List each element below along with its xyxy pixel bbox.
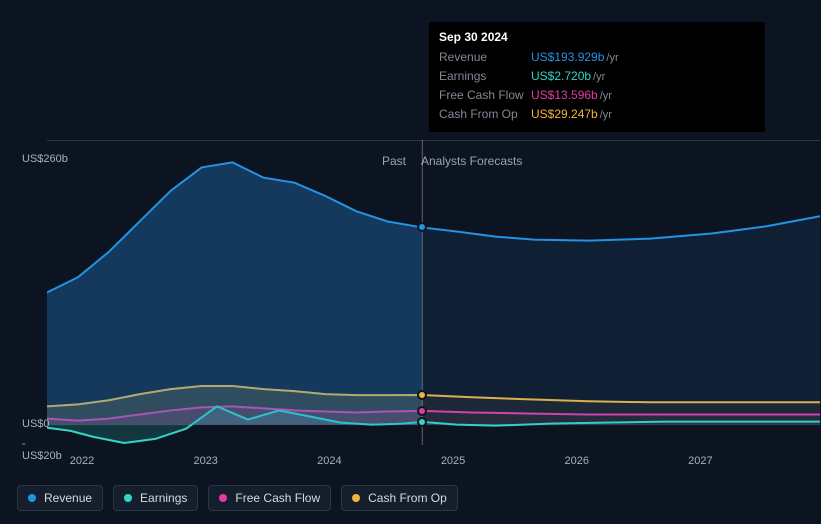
tooltip-value: US$193.929b [531,48,604,66]
y-axis-label: -US$20b [22,438,56,462]
chart-marker [417,406,427,416]
tooltip-row: EarningsUS$2.720b/yr [439,67,755,86]
tooltip-date: Sep 30 2024 [439,30,755,44]
x-axis-label: 2027 [688,455,712,467]
tooltip-label: Earnings [439,67,531,85]
tooltip-label: Revenue [439,48,531,66]
x-axis-label: 2023 [193,455,217,467]
financials-chart: Sep 30 2024 RevenueUS$193.929b/yrEarning… [17,0,817,475]
tooltip-row: Free Cash FlowUS$13.596b/yr [439,86,755,105]
y-axis-label: US$260b [22,153,56,165]
tooltip-label: Free Cash Flow [439,86,531,104]
legend-item[interactable]: Revenue [17,485,103,511]
tooltip-value: US$13.596b [531,86,598,104]
tooltip-label: Cash From Op [439,105,531,123]
legend: Revenue Earnings Free Cash Flow Cash From O… [17,485,458,511]
y-axis-label: US$0 [22,418,56,430]
x-axis-label: 2026 [565,455,589,467]
legend-label: Earnings [140,491,187,505]
tooltip-value: US$2.720b [531,67,591,85]
tooltip-unit: /yr [593,68,605,86]
legend-dot [124,494,132,502]
tooltip-value: US$29.247b [531,105,598,123]
tooltip-unit: /yr [600,87,612,105]
plot-area[interactable] [47,140,820,445]
legend-item[interactable]: Cash From Op [341,485,458,511]
plot-svg [47,140,820,445]
tooltip-row: Cash From OpUS$29.247b/yr [439,105,755,124]
legend-label: Revenue [44,491,92,505]
legend-label: Cash From Op [368,491,447,505]
legend-label: Free Cash Flow [235,491,320,505]
chart-marker [417,417,427,427]
x-axis-label: 2022 [70,455,94,467]
legend-dot [352,494,360,502]
chart-tooltip: Sep 30 2024 RevenueUS$193.929b/yrEarning… [429,22,765,132]
legend-dot [28,494,36,502]
tooltip-unit: /yr [600,106,612,124]
tooltip-row: RevenueUS$193.929b/yr [439,48,755,67]
x-axis-label: 2025 [441,455,465,467]
chart-marker [417,222,427,232]
legend-item[interactable]: Free Cash Flow [208,485,331,511]
legend-item[interactable]: Earnings [113,485,198,511]
legend-dot [219,494,227,502]
x-axis-label: 2024 [317,455,341,467]
tooltip-unit: /yr [606,49,618,67]
chart-marker [417,390,427,400]
